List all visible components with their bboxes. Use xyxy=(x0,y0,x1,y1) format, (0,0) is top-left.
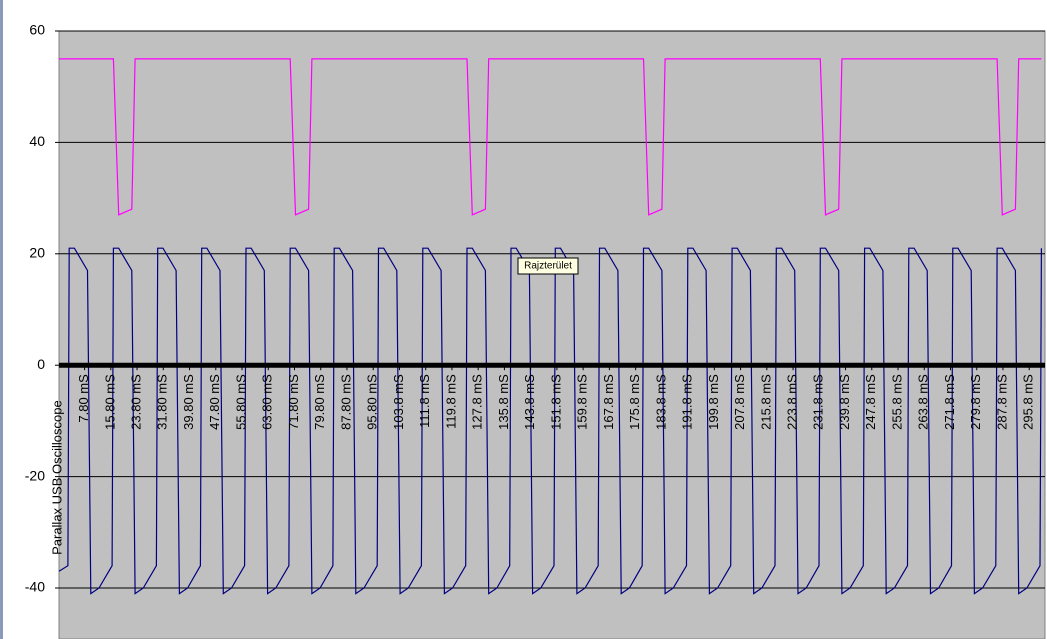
x-tick-label: 167.8 mS xyxy=(601,374,616,430)
x-tick-label: 247.8 mS xyxy=(863,374,878,430)
x-tick-label: 7.80 mS xyxy=(76,374,91,423)
x-tick-label: 279.8 mS xyxy=(968,374,983,430)
x-tick-label: 87.80 mS xyxy=(338,374,353,430)
series-line xyxy=(59,58,1042,216)
x-tick-label: 207.8 mS xyxy=(732,374,747,430)
x-tick-label: 159.8 mS xyxy=(575,374,590,430)
x-tick-label: 191.8 mS xyxy=(680,374,695,430)
x-tick-label: 263.8 mS xyxy=(916,374,931,430)
x-tick-label: 239.8 mS xyxy=(837,374,852,430)
x-tick-label: 255.8 mS xyxy=(889,374,904,430)
x-tick-label: 63.80 mS xyxy=(260,374,275,430)
x-tick-label: 287.8 mS xyxy=(994,374,1009,430)
x-tick-label: 151.8 mS xyxy=(548,374,563,430)
x-tick-label: 199.8 mS xyxy=(706,374,721,430)
x-tick-label: 71.80 mS xyxy=(286,374,301,430)
window-edge xyxy=(0,0,3,639)
x-tick-label: 183.8 mS xyxy=(653,374,668,430)
y-tick-label: 40 xyxy=(29,133,45,149)
series-line xyxy=(58,247,1042,595)
tooltip: Rajzterület xyxy=(517,257,579,275)
y-tick-label: 60 xyxy=(29,22,45,38)
x-tick-label: 175.8 mS xyxy=(627,374,642,430)
x-tick-label: 143.8 mS xyxy=(522,374,537,430)
x-tick-label: 295.8 mS xyxy=(1021,374,1036,430)
x-tick-label: 271.8 mS xyxy=(942,374,957,430)
tooltip-box xyxy=(517,257,579,275)
y-tick-label: 0 xyxy=(37,356,45,372)
x-tick-label: 103.8 mS xyxy=(391,374,406,430)
plot-background xyxy=(58,30,1046,639)
x-tick-label: 47.80 mS xyxy=(207,374,222,430)
x-tick-label: 231.8 mS xyxy=(811,374,826,430)
x-tick-label: 223.8 mS xyxy=(785,374,800,430)
y-axis-title: Parallax USB Oscilloscope xyxy=(49,400,64,555)
x-tick-label: 39.80 mS xyxy=(181,374,196,430)
x-tick-label: 23.80 mS xyxy=(129,374,144,430)
x-tick-label: 31.80 mS xyxy=(155,374,170,430)
x-tick-label: 215.8 mS xyxy=(758,374,773,430)
x-tick-label: 119.8 mS xyxy=(443,374,458,429)
x-tick-label: 15.80 mS xyxy=(102,374,117,430)
x-tick-label: 111.8 mS xyxy=(417,374,432,428)
x-tick-label: 135.8 mS xyxy=(496,374,511,430)
y-tick-label: 20 xyxy=(29,245,45,261)
tooltip-text: Rajzterület xyxy=(524,261,572,272)
x-tick-label: 127.8 mS xyxy=(470,374,485,430)
x-tick-label: 79.80 mS xyxy=(312,374,327,430)
y-tick-label: -20 xyxy=(25,467,45,483)
x-tick-label: 95.80 mS xyxy=(365,374,380,430)
x-tick-label: 55.80 mS xyxy=(233,374,248,430)
y-tick-label: -40 xyxy=(25,579,45,595)
